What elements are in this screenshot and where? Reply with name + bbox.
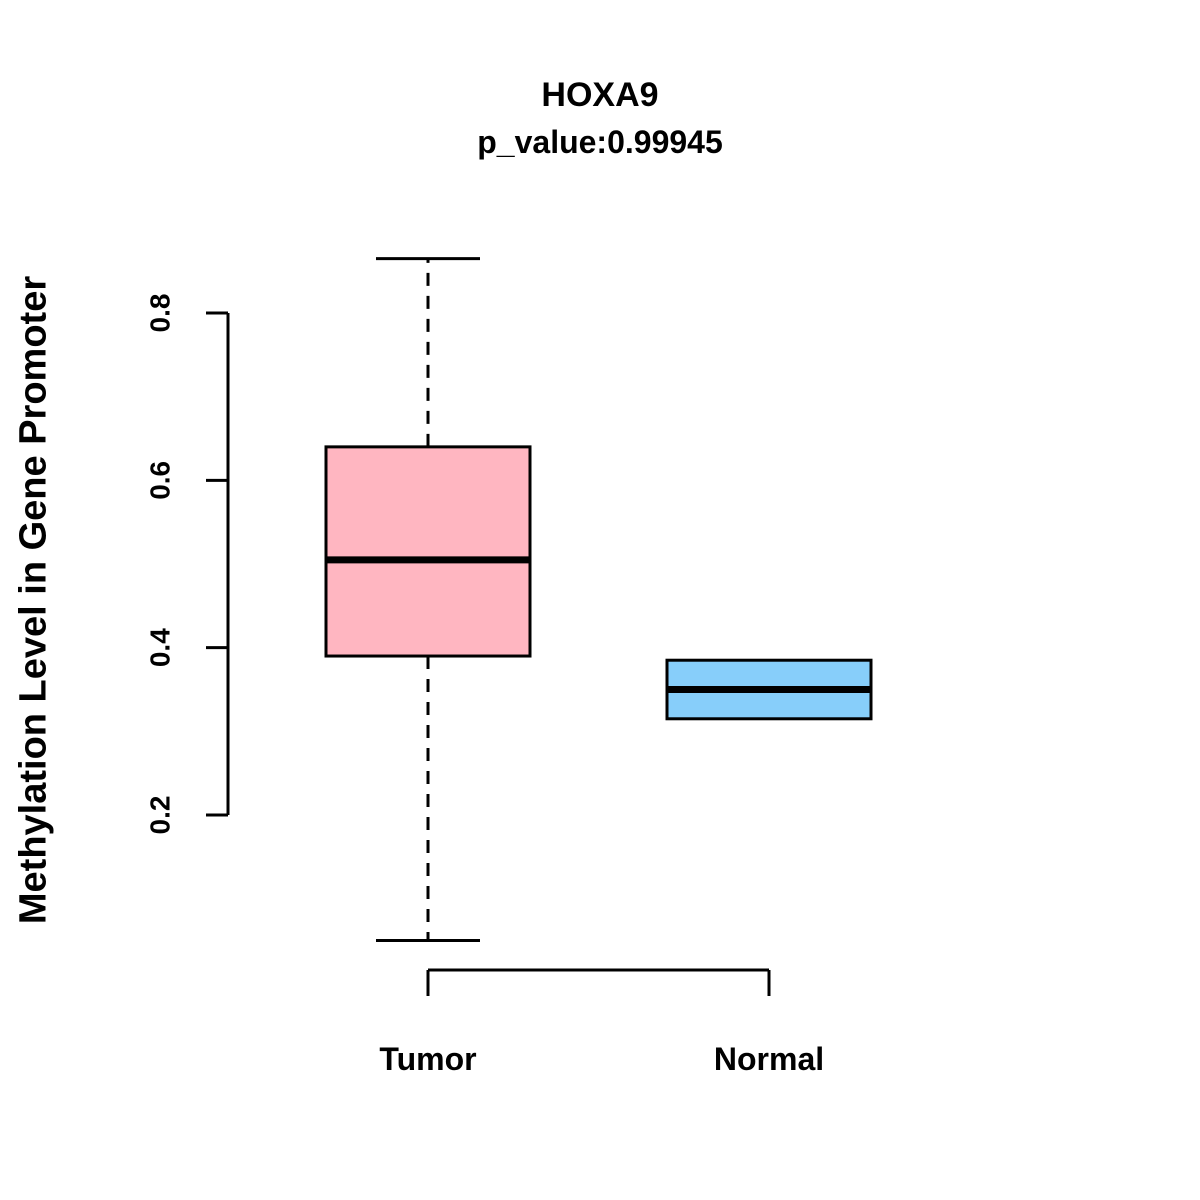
category-label-tumor: Tumor (379, 1041, 476, 1077)
y-tick-label-1: 0.4 (144, 628, 175, 667)
chart-title: HOXA9 (541, 76, 659, 114)
box-tumor (324, 445, 532, 658)
y-tick-label-3: 0.8 (144, 294, 175, 333)
chart-subtitle-pvalue: p_value:0.99945 (477, 124, 723, 160)
y-tick-label-0: 0.2 (144, 796, 175, 835)
y-tick-label-2: 0.6 (144, 461, 175, 500)
category-label-normal: Normal (714, 1041, 824, 1077)
